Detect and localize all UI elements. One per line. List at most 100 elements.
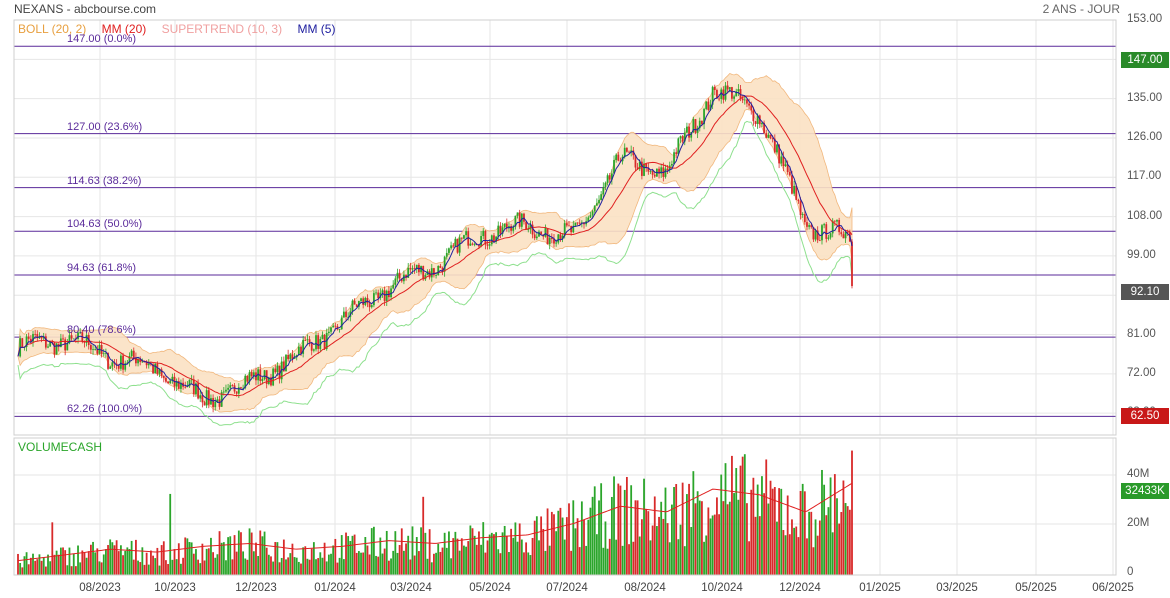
- volume-bar: [808, 511, 811, 575]
- candle-body: [591, 211, 594, 216]
- volume-bar: [203, 560, 206, 575]
- volume-bar: [347, 536, 350, 575]
- candle-body: [282, 361, 285, 372]
- volume-bar: [242, 551, 245, 575]
- volume-bar: [207, 548, 210, 575]
- low-price-badge: 62.50: [1121, 408, 1169, 424]
- candle-body: [433, 268, 435, 276]
- candle-body: [317, 335, 320, 349]
- volume-bar: [188, 542, 191, 575]
- volume-bar: [617, 483, 620, 575]
- candle-body: [437, 265, 440, 276]
- volume-bar: [29, 557, 32, 575]
- candle-body: [546, 228, 549, 245]
- volume-bar: [589, 507, 592, 575]
- price-tick: 153.00: [1127, 13, 1163, 25]
- fib-label: 147.00 (0.0%): [67, 33, 137, 46]
- volume-bar: [574, 528, 577, 575]
- candle-body: [261, 379, 264, 382]
- volume-bar: [398, 545, 401, 575]
- volume-bar: [285, 559, 287, 575]
- volume-bar: [415, 537, 418, 575]
- volume-bar: [184, 537, 187, 575]
- volume-bar: [640, 519, 643, 575]
- volume-bar: [709, 518, 712, 575]
- volume-bar: [688, 483, 690, 575]
- supertrend-path: [17, 120, 853, 426]
- volume-bar: [561, 517, 564, 575]
- candle-body: [383, 290, 386, 301]
- candle-body: [818, 240, 821, 242]
- volume-bar: [773, 487, 776, 575]
- volume-bar: [490, 532, 493, 575]
- candle-body: [473, 244, 476, 246]
- candle-body: [698, 120, 701, 129]
- candle-body: [100, 344, 103, 355]
- volume-bar: [175, 559, 178, 575]
- fib-label: 127.00 (23.6%): [67, 120, 143, 133]
- volume-bar: [467, 541, 470, 575]
- legend-mm20[interactable]: MM (20): [101, 22, 147, 36]
- legend-supertrend[interactable]: SUPERTREND (10, 3): [161, 22, 283, 36]
- volume-bar: [357, 551, 360, 575]
- volume-tick-20m: 20M: [1127, 517, 1150, 529]
- candle-body: [505, 223, 508, 229]
- volume-bar: [662, 518, 665, 575]
- volume-bar: [158, 565, 161, 575]
- candle-body: [231, 385, 234, 387]
- volume-bar: [851, 450, 853, 575]
- volume-bar: [478, 531, 480, 575]
- candle-body: [821, 225, 823, 241]
- volume-bar: [505, 535, 508, 575]
- candle-body: [128, 356, 131, 363]
- candle-body: [628, 151, 630, 153]
- volume-bar: [34, 560, 37, 575]
- volume-bar: [308, 559, 311, 575]
- volume-bar: [531, 537, 534, 575]
- legend-mm5[interactable]: MM (5): [297, 22, 336, 36]
- last-volume-badge: 32433K: [1121, 483, 1169, 499]
- candle-body: [488, 244, 491, 246]
- volume-bar: [21, 567, 24, 575]
- fib-label: 104.63 (50.0%): [67, 218, 143, 231]
- candle-body: [836, 219, 838, 222]
- candle-body: [557, 234, 560, 243]
- volume-bar: [557, 510, 560, 575]
- candle-body: [460, 237, 463, 239]
- volume-bar: [831, 532, 834, 575]
- volume-bar: [289, 553, 292, 575]
- volume-bar: [317, 558, 320, 575]
- candle-body: [452, 245, 455, 247]
- candle-body: [606, 175, 609, 183]
- fib-label: 94.63 (61.8%): [67, 261, 137, 274]
- volume-bar: [244, 558, 247, 575]
- candle-body: [615, 154, 618, 161]
- candle-body: [527, 229, 530, 231]
- candle-body: [746, 99, 748, 104]
- volume-bar: [85, 557, 88, 575]
- volume-bar: [838, 523, 841, 575]
- candle-body: [673, 152, 675, 165]
- candle-body: [690, 132, 693, 138]
- candle-body: [587, 217, 590, 222]
- volume-bar: [272, 561, 275, 575]
- volume-bar: [47, 554, 49, 575]
- candle-body: [120, 355, 122, 369]
- candle-body: [589, 215, 592, 218]
- legend-boll[interactable]: BOLL (20, 2): [18, 22, 87, 36]
- volume-bar: [593, 486, 596, 575]
- volume-bar: [613, 476, 615, 575]
- candle-body: [493, 235, 495, 242]
- volume-bar: [791, 519, 793, 575]
- candle-body: [482, 230, 485, 237]
- candle-body: [705, 101, 708, 110]
- candle-body: [338, 329, 341, 330]
- candle-body: [36, 333, 39, 339]
- volume-bar: [368, 554, 371, 575]
- volume-bar: [250, 532, 253, 575]
- volume-bar: [818, 520, 821, 575]
- volume-bar: [458, 550, 461, 575]
- volume-bar: [186, 538, 189, 575]
- volume-bar: [235, 551, 238, 575]
- volume-bar: [728, 501, 731, 575]
